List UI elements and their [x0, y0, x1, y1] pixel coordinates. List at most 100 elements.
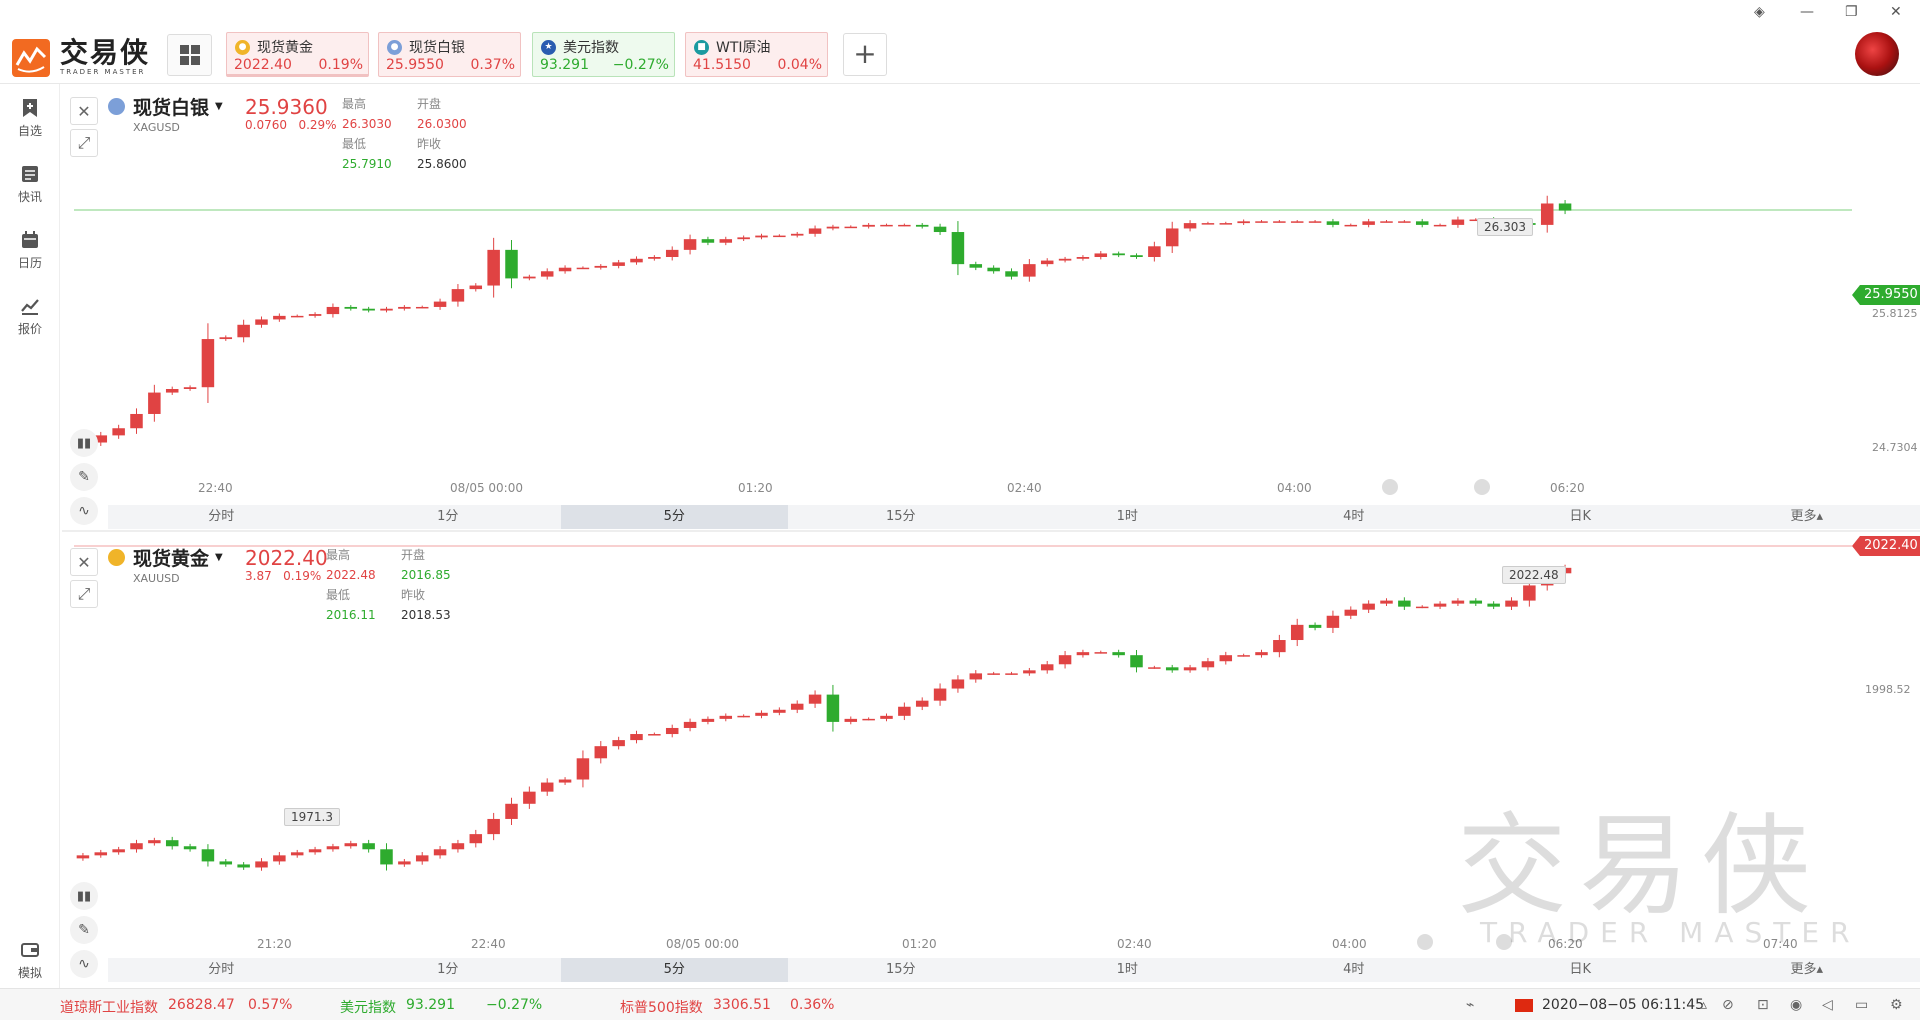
user-avatar[interactable]	[1855, 32, 1899, 76]
indicator-button[interactable]: ▮▮	[70, 882, 98, 910]
camera-icon[interactable]: ◉	[1790, 997, 1803, 1013]
candle	[112, 424, 125, 439]
gold-symbol-header[interactable]: 现货黄金 ▼ XAUUSD	[108, 544, 223, 585]
sidebar-label: 报价	[17, 322, 42, 336]
period-tab[interactable]: 4时	[1343, 509, 1365, 524]
silver-candlestick-chart[interactable]	[62, 85, 1920, 503]
candle	[915, 223, 929, 229]
candle	[183, 385, 197, 391]
lock-icon[interactable]: ⊡	[1757, 997, 1769, 1013]
candle	[1112, 649, 1125, 658]
expand-chart-button[interactable]: ⤢	[70, 129, 98, 157]
period-tab[interactable]: 1时	[1116, 509, 1138, 524]
period-tab[interactable]: 1分	[437, 509, 459, 524]
sp-name[interactable]: 标普500指数	[620, 1000, 703, 1016]
ticker-card-usd-index[interactable]: ★ 美元指数 93.291 −0.27%	[532, 32, 675, 77]
screen-off-icon[interactable]: ⊘	[1722, 997, 1734, 1013]
period-tab-more[interactable]: 更多▴	[1790, 509, 1824, 524]
ticker-card-silver[interactable]: ● 现货白银 25.9550 0.37%	[378, 32, 521, 77]
period-tab[interactable]: 分时	[208, 509, 235, 524]
ticker-name: 现货黄金	[257, 40, 313, 56]
sidebar-item-simulate[interactable]: 模拟	[0, 940, 60, 981]
minimize-icon[interactable]: —	[1800, 4, 1814, 20]
y-axis-label: 24.7304	[1872, 441, 1918, 454]
notification-icon[interactable]: ▵	[1700, 997, 1708, 1013]
silver-symbol-header[interactable]: 现货白银 ▼ XAGUSD	[108, 93, 223, 134]
change-abs: 3.87	[245, 569, 272, 583]
layers-icon[interactable]: ◈	[1754, 4, 1765, 20]
period-tab-more[interactable]: 更多▴	[1790, 962, 1824, 977]
candle	[1290, 618, 1304, 647]
candle	[487, 812, 500, 841]
candle	[130, 839, 143, 853]
period-tab[interactable]: 分时	[208, 962, 235, 977]
candle	[1344, 223, 1358, 227]
candle	[755, 710, 768, 719]
close-chart-button[interactable]: ✕	[70, 548, 98, 576]
layout-grid-button[interactable]	[167, 34, 212, 76]
candle	[612, 259, 625, 269]
period-tab-selected[interactable]: 5分	[561, 958, 788, 982]
chevron-down-icon[interactable]: ▼	[215, 101, 223, 112]
candle	[1219, 221, 1233, 225]
expand-chart-button[interactable]: ⤢	[70, 580, 98, 608]
ticker-card-gold[interactable]: ● 现货黄金 2022.40 0.19%	[226, 32, 369, 77]
close-window-icon[interactable]: ✕	[1890, 4, 1902, 20]
sub-indicator-button[interactable]: ∿	[70, 497, 98, 525]
high-marker: 2022.48	[1502, 566, 1566, 584]
draw-tool-button[interactable]: ✎	[70, 916, 98, 944]
period-tab[interactable]: 15分	[885, 509, 916, 524]
mute-icon[interactable]: ◁	[1822, 997, 1833, 1013]
time-label: 01:20	[738, 481, 773, 495]
candle	[1398, 597, 1411, 610]
symbol-price: 2022.40	[245, 546, 328, 570]
sidebar-item-watchlist[interactable]: 自选	[0, 98, 60, 139]
period-tab[interactable]: 1分	[437, 962, 459, 977]
dow-name[interactable]: 道琼斯工业指数	[60, 1000, 158, 1016]
candle	[1219, 651, 1233, 665]
add-ticker-button[interactable]: +	[843, 33, 887, 76]
chevron-down-icon[interactable]: ▼	[215, 552, 223, 563]
period-tab-selected[interactable]: 5分	[561, 505, 788, 529]
candle	[469, 283, 483, 292]
sidebar-item-calendar[interactable]: 日历	[0, 230, 60, 271]
candle	[1148, 241, 1161, 262]
candle	[290, 849, 304, 858]
restore-icon[interactable]: ❐	[1845, 4, 1858, 20]
candle	[1451, 216, 1465, 228]
period-tab[interactable]: 日K	[1569, 962, 1592, 977]
scroll-right-dot[interactable]	[1474, 479, 1490, 495]
chat-icon[interactable]: ▭	[1855, 997, 1869, 1013]
indicator-button[interactable]: ▮▮	[70, 429, 98, 457]
silver-coin-icon	[108, 98, 125, 115]
ticker-card-wti[interactable]: ■ WTI原油 41.5150 0.04%	[685, 32, 828, 77]
sidebar-item-quotes[interactable]: 报价	[0, 296, 60, 337]
no-signal-icon[interactable]: ⌁	[1466, 997, 1475, 1013]
period-tab[interactable]: 4时	[1343, 962, 1365, 977]
time-label: 08/05 00:00	[450, 481, 523, 495]
scroll-left-dot[interactable]	[1382, 479, 1398, 495]
draw-tool-button[interactable]: ✎	[70, 463, 98, 491]
close-chart-button[interactable]: ✕	[70, 97, 98, 125]
usd-name[interactable]: 美元指数	[340, 1000, 396, 1016]
period-tab[interactable]: 15分	[885, 962, 916, 977]
period-tab[interactable]: 日K	[1569, 509, 1592, 524]
candle	[1023, 259, 1036, 282]
usd-change: −0.27%	[486, 997, 543, 1013]
candle	[701, 716, 715, 725]
symbol-price: 25.9360	[245, 95, 328, 119]
candle	[1469, 598, 1483, 607]
bookmark-plus-icon	[23, 99, 37, 117]
candle	[148, 384, 161, 422]
candle	[130, 408, 143, 434]
period-selector: 分时 1分 5分 15分 1时 4时 日K 更多▴	[108, 958, 1920, 982]
scroll-left-dot[interactable]	[1417, 934, 1433, 950]
settings-gear-icon[interactable]: ⚙	[1890, 997, 1903, 1013]
candle	[1058, 650, 1072, 669]
candle	[1326, 218, 1340, 228]
period-selector: 分时 1分 5分 15分 1时 4时 日K 更多▴	[108, 505, 1920, 529]
sub-indicator-button[interactable]: ∿	[70, 950, 98, 978]
scroll-right-dot[interactable]	[1496, 934, 1512, 950]
period-tab[interactable]: 1时	[1116, 962, 1138, 977]
sidebar-item-news[interactable]: 快讯	[0, 164, 60, 205]
